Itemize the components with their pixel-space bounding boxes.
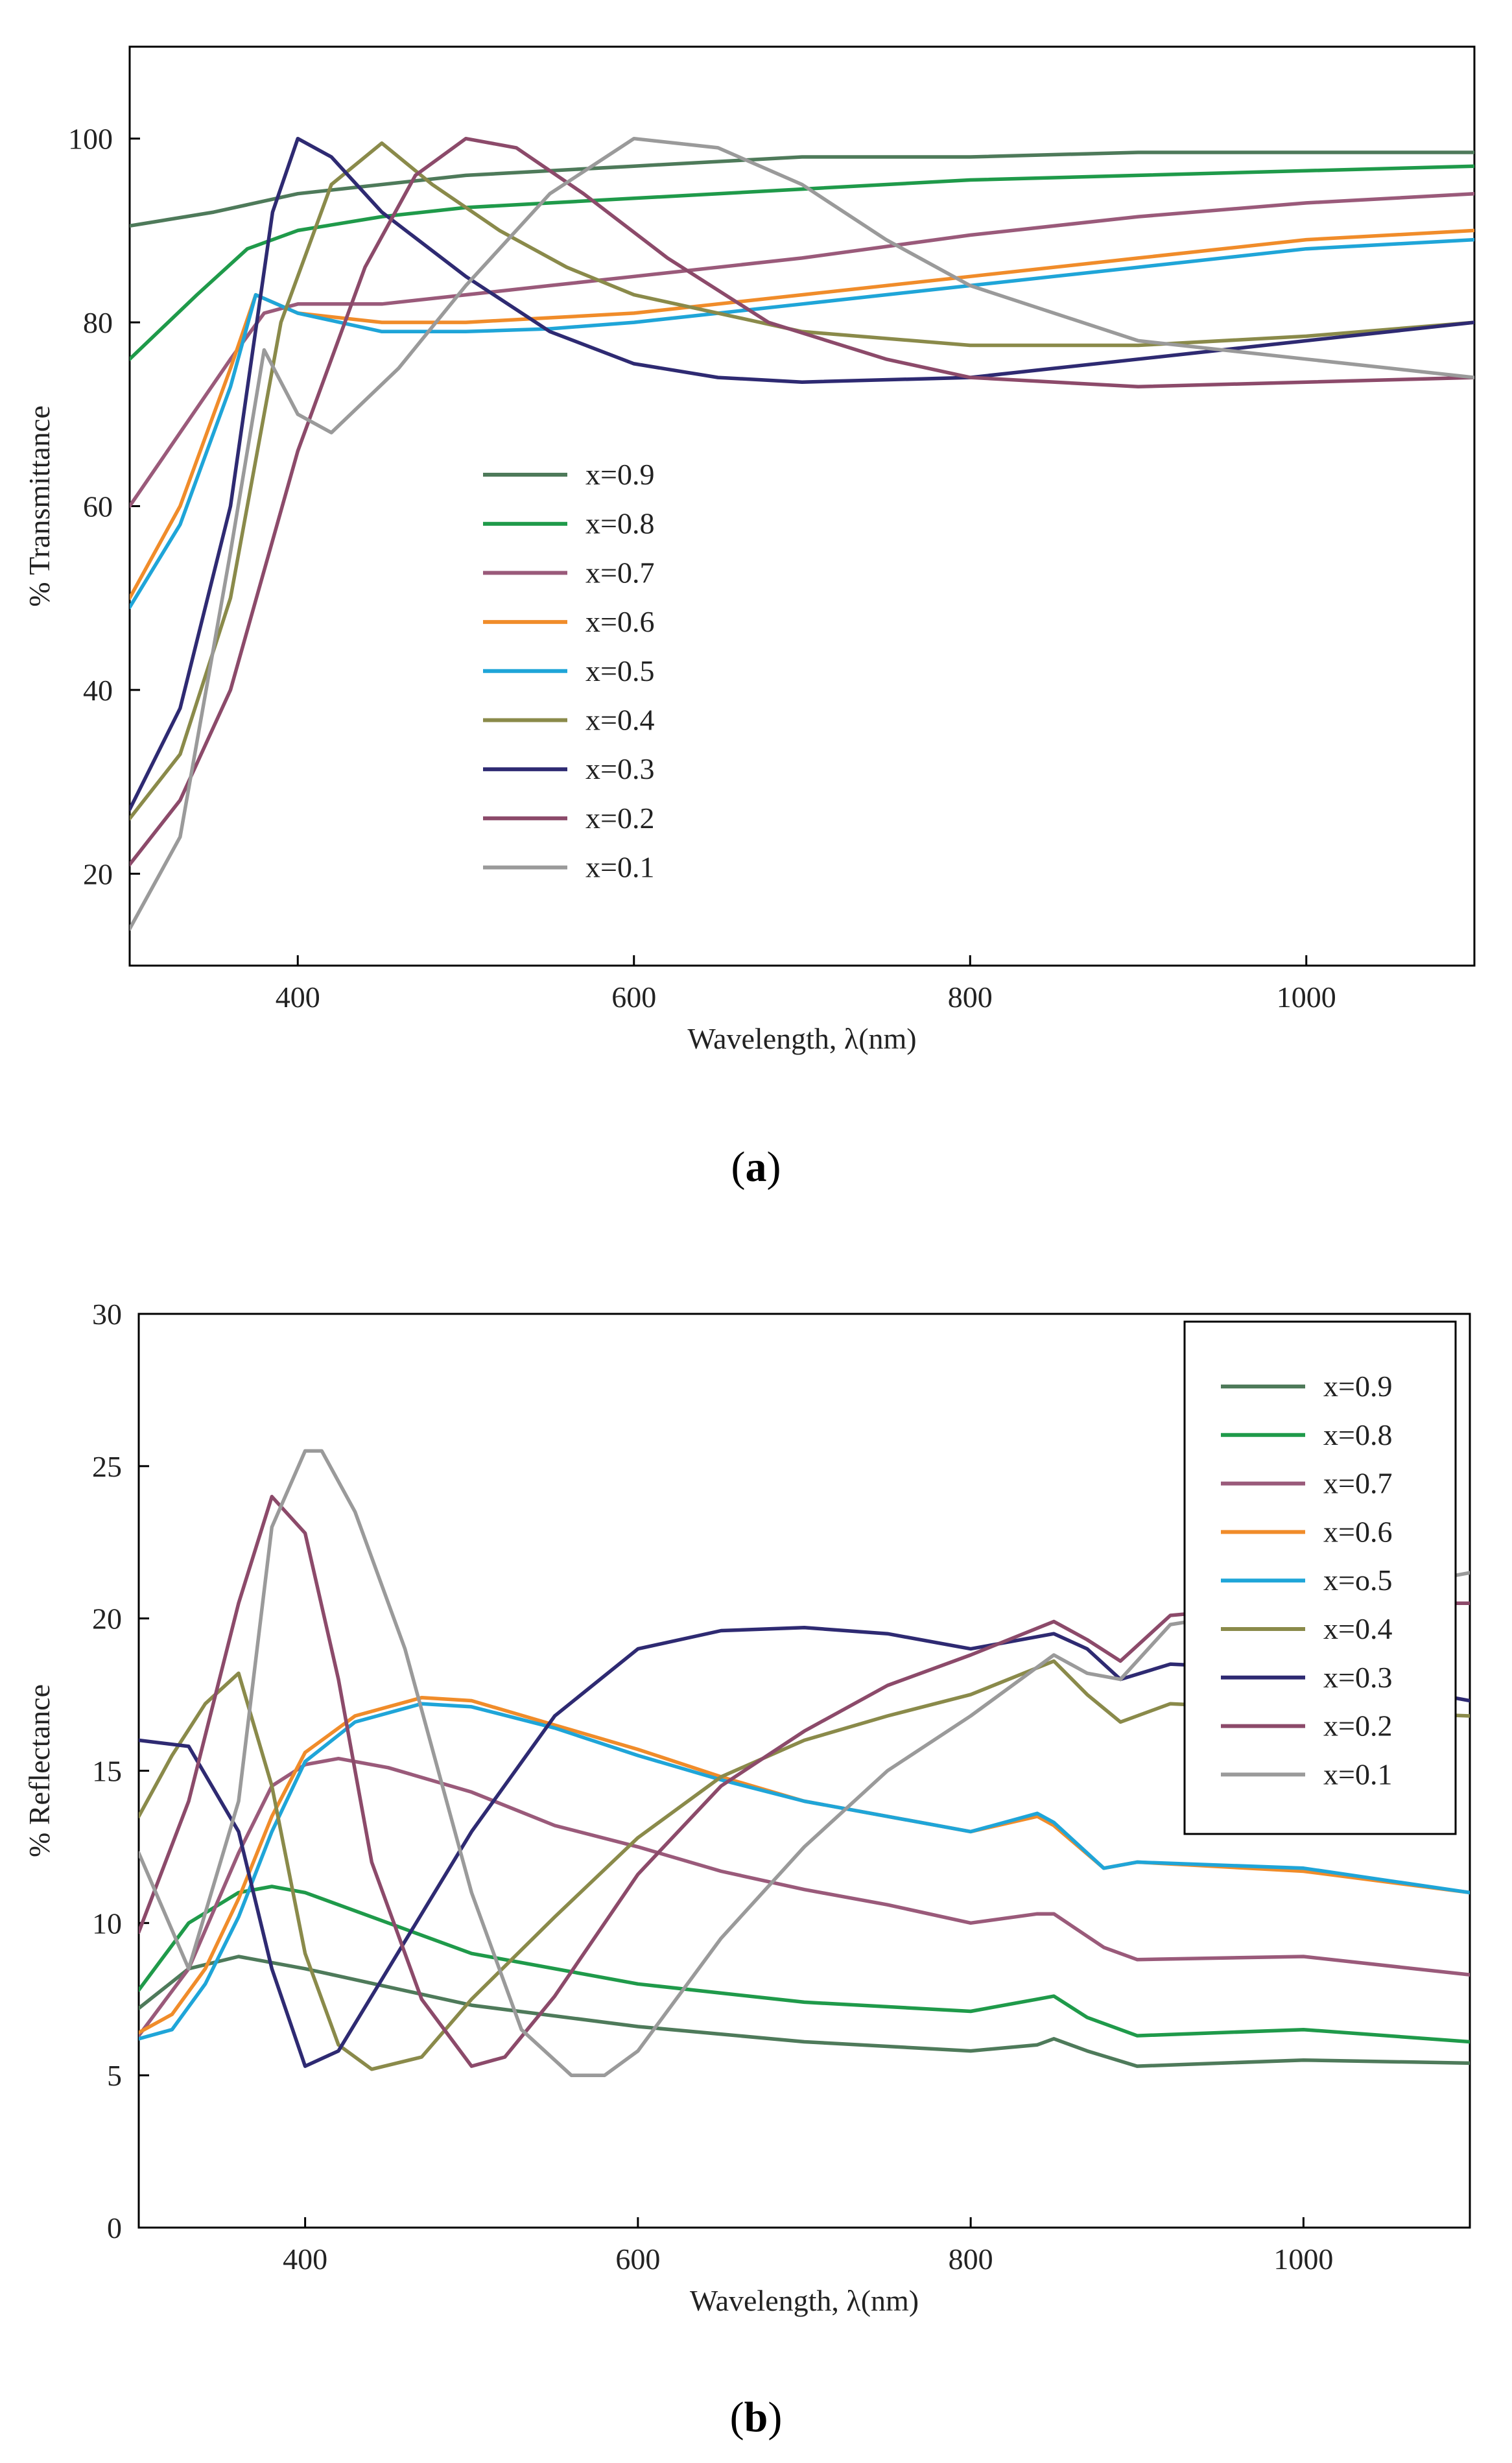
chart-b-series-line-5 — [139, 1702, 1470, 2041]
panel-label-b-text: b — [744, 2394, 768, 2441]
chart-b-ytick-label-15: 15 — [92, 1755, 122, 1788]
chart-b-reflectance: 400 600 800 1000 0 5 10 15 20 25 30 Wavelength, λ(n… — [23, 1298, 1471, 2317]
chart-b-legend-label-3: x=0.7 — [1323, 1467, 1392, 1500]
chart-a-series-line-4 — [130, 228, 1474, 600]
chart-a-ytick-label-60: 60 — [83, 490, 113, 523]
chart-b-ytick-label-10: 10 — [92, 1907, 122, 1940]
chart-a-series-line-8 — [130, 136, 1474, 866]
chart-a-ytick-label-100: 100 — [68, 123, 113, 156]
chart-b-xtick-label-1000: 1000 — [1273, 2243, 1333, 2276]
chart-b-legend-frame — [1183, 1320, 1457, 1835]
chart-a-ytick-label-80: 80 — [83, 306, 113, 339]
chart-b-series-line-3 — [139, 1756, 1470, 2038]
chart-b-series-line-6 — [139, 1659, 1470, 2071]
chart-a-legend-label-7: x=0.3 — [585, 752, 654, 785]
chart-a-legend-label-4: x=0.6 — [585, 605, 654, 638]
chart-b-legend-label-6: x=0.4 — [1323, 1612, 1392, 1645]
chart-a-series-line-3 — [130, 191, 1474, 508]
chart-a-series-line-5 — [130, 237, 1474, 610]
chart-b-legend-label-2: x=0.8 — [1323, 1418, 1392, 1451]
chart-a-series-line-7 — [130, 136, 1474, 811]
chart-a-xtick-label-1000: 1000 — [1277, 981, 1336, 1014]
chart-a-legend-label-2: x=0.8 — [585, 507, 654, 540]
chart-b-legend-label-7: x=0.3 — [1323, 1661, 1392, 1694]
chart-a-series-line-1 — [130, 150, 1474, 228]
chart-a-ytick-label-40: 40 — [83, 674, 113, 707]
chart-b-xtick-label-800: 800 — [949, 2243, 993, 2276]
chart-b-legend-label-5: x=o.5 — [1323, 1564, 1392, 1597]
chart-b-y-axis-label: % Reflectance — [23, 1684, 56, 1857]
chart-b-legend-label-8: x=0.2 — [1323, 1709, 1392, 1743]
chart-b-series-line-8 — [139, 1495, 1470, 2068]
chart-a-legend-label-5: x=0.5 — [585, 654, 654, 687]
chart-a-series-line-2 — [130, 164, 1474, 361]
chart-a-series-line-9 — [130, 136, 1474, 931]
chart-a-series-line-6 — [130, 141, 1474, 821]
chart-b-series-line-1 — [139, 1955, 1470, 2068]
chart-a-y-axis-label: % Transmittance — [23, 405, 56, 606]
chart-a-xtick-label-800: 800 — [948, 981, 993, 1014]
panel-label-a-text: a — [745, 1143, 767, 1191]
chart-a-x-axis-label: Wavelength, λ(nm) — [687, 1022, 916, 1055]
chart-b-legend-label-4: x=0.6 — [1323, 1515, 1392, 1548]
chart-a-legend-label-8: x=0.2 — [585, 802, 654, 835]
chart-a-transmittance: 400 600 800 1000 20 40 60 80 100 Wavelength, λ(nm… — [23, 45, 1476, 1055]
chart-b-xtick-label-600: 600 — [615, 2243, 660, 2276]
chart-b-legend-label-9: x=0.1 — [1323, 1757, 1392, 1791]
chart-a-xtick-label-600: 600 — [611, 981, 656, 1014]
chart-a-legend-label-9: x=0.1 — [585, 851, 654, 884]
chart-a-ytick-label-20: 20 — [83, 857, 113, 890]
chart-b-series-line-9 — [139, 1449, 1470, 2077]
chart-b-ytick-label-25: 25 — [92, 1450, 122, 1483]
panel-label-b: (b) — [729, 2394, 783, 2441]
chart-b-legend-label-1: x=0.9 — [1323, 1370, 1392, 1403]
chart-a-legend-label-1: x=0.9 — [585, 458, 654, 491]
chart-b-ytick-label-20: 20 — [92, 1602, 122, 1636]
chart-a-legend-label-3: x=0.7 — [585, 556, 654, 589]
chart-a-legend-label-6: x=0.4 — [585, 704, 654, 737]
chart-b-series-line-7 — [139, 1626, 1470, 2068]
chart-b-xtick-label-400: 400 — [283, 2243, 327, 2276]
panel-label-a: (a) — [731, 1143, 781, 1191]
chart-b-x-axis-label: Wavelength, λ(nm) — [690, 2284, 919, 2317]
chart-b-series-line-2 — [139, 1885, 1470, 2044]
chart-b-ytick-label-0: 0 — [107, 2211, 122, 2244]
chart-b-ytick-label-30: 30 — [92, 1298, 122, 1331]
chart-b-ytick-label-5: 5 — [107, 2059, 122, 2092]
chart-a-xtick-label-400: 400 — [276, 981, 320, 1014]
